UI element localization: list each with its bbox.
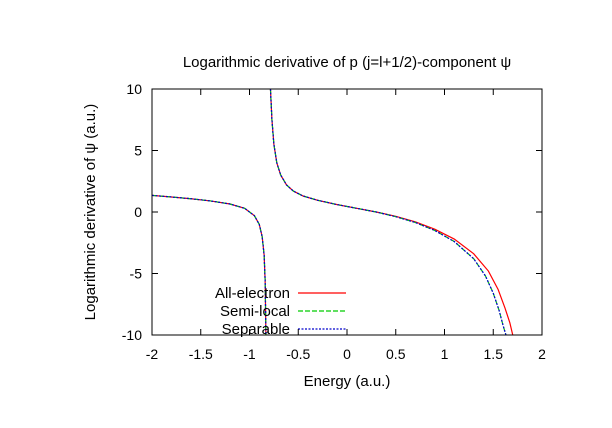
legend-label: Semi-local xyxy=(220,303,290,320)
x-tick-label: -0.5 xyxy=(286,346,310,362)
y-tick-label: 10 xyxy=(126,81,142,97)
series-line-semi-local xyxy=(269,89,507,335)
plot-frame xyxy=(151,88,543,336)
chart-title: Logarithmic derivative of p (j=l+1/2)-co… xyxy=(183,54,511,71)
y-tick-label: 5 xyxy=(134,143,142,159)
legend-label: Separable xyxy=(222,321,290,338)
y-tick-label: 0 xyxy=(134,204,142,220)
plot-area xyxy=(152,89,514,335)
x-tick-label: -1.5 xyxy=(189,346,213,362)
series-line-separable xyxy=(269,89,507,335)
x-axis-label: Energy (a.u.) xyxy=(304,373,391,390)
y-tick-label: -5 xyxy=(130,266,143,282)
x-tick-label: 0 xyxy=(343,346,351,362)
x-tick-label: 1 xyxy=(441,346,449,362)
series-line-separable xyxy=(152,194,267,335)
x-tick-label: 0.5 xyxy=(386,346,406,362)
y-tick-label: -10 xyxy=(122,327,142,343)
x-tick-label: 2 xyxy=(538,346,546,362)
y-axis-label: Logarithmic derivative of ψ (a.u.) xyxy=(82,104,99,321)
x-tick-label: -2 xyxy=(146,346,159,362)
series-line-all-electron xyxy=(269,89,514,335)
legend-label: All-electron xyxy=(215,285,290,302)
x-tick-label: -1 xyxy=(243,346,256,362)
x-tick-label: 1.5 xyxy=(484,346,504,362)
